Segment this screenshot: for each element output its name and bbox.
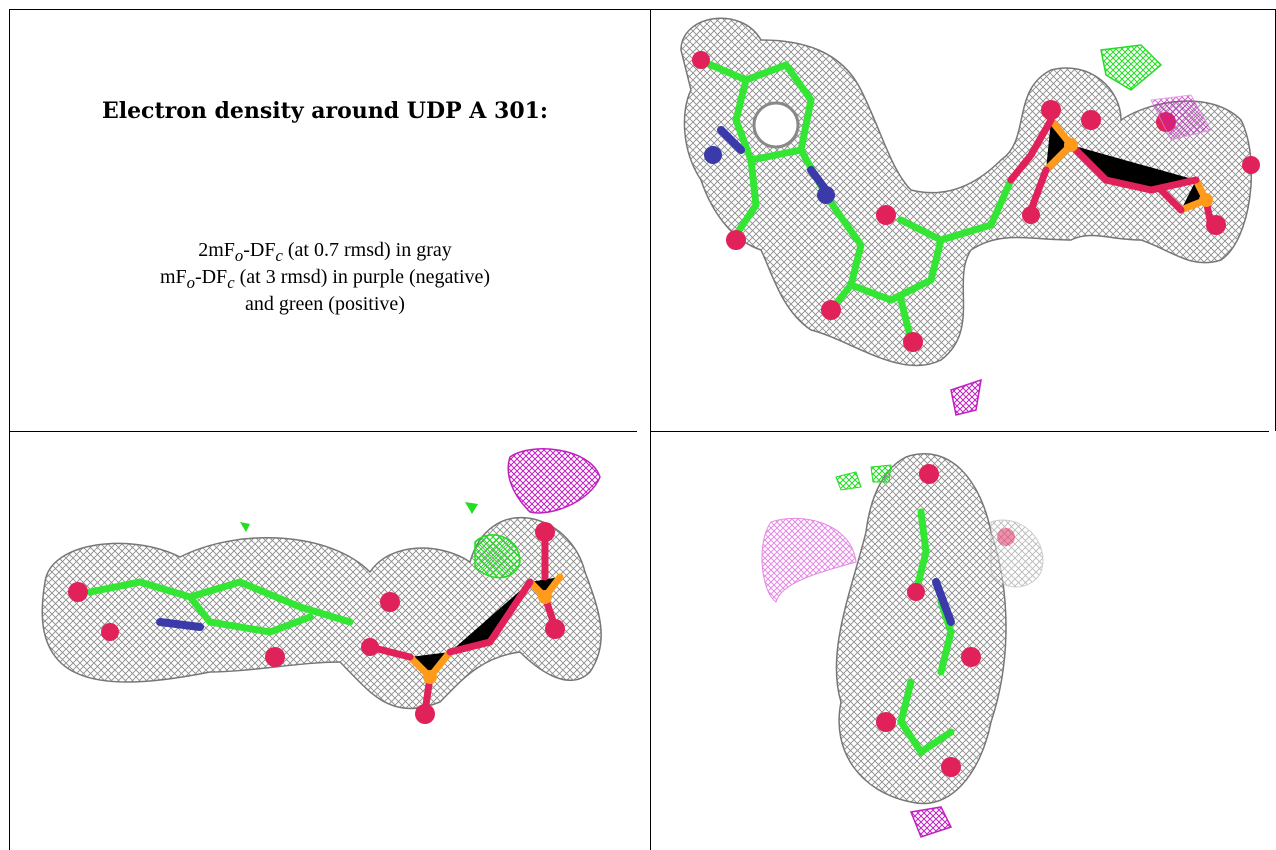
negative-density-faint	[1150, 94, 1212, 141]
density-panel-end-view	[651, 432, 1275, 850]
table-middle-border-left	[9, 431, 637, 432]
table-middle-border-right	[650, 431, 1269, 432]
positive-density-2	[870, 464, 892, 483]
positive-density	[835, 471, 862, 491]
density-panel-top-view	[651, 10, 1275, 431]
gray-mesh-back	[990, 519, 1044, 588]
positive-density	[1100, 44, 1163, 91]
negative-density-faint	[761, 517, 857, 603]
atoms	[692, 51, 1260, 352]
positive-density	[474, 534, 521, 579]
positive-density-small	[465, 502, 478, 514]
gray-mesh	[680, 17, 1253, 367]
carbon-bonds	[86, 578, 354, 636]
ring-hole	[752, 101, 800, 149]
caption-title: Electron density around UDP A 301:	[101, 98, 549, 124]
table-top-border	[9, 9, 1275, 10]
negative-density	[950, 378, 982, 416]
density-render-end-view	[761, 453, 1044, 838]
table-center-border	[650, 9, 651, 850]
table-left-border	[9, 9, 10, 850]
caption-line-green: and green (positive)	[245, 293, 405, 315]
atoms	[68, 522, 565, 724]
caption-cell: Electron density around UDP A 301: 2mFo-…	[10, 10, 640, 430]
density-panel-side-view	[10, 432, 637, 850]
positive-density-small-2	[240, 522, 250, 532]
negative-density	[909, 806, 953, 838]
atoms	[876, 464, 1015, 777]
density-render-side-view	[41, 448, 602, 724]
density-render-top-view	[680, 17, 1260, 416]
caption-line-purple: mFo-DFc (at 3 rmsd) in purple (negative)	[159, 266, 491, 292]
caption-line-gray: 2mFo-DFc (at 0.7 rmsd) in gray	[198, 239, 452, 265]
nitrogen-bonds	[156, 618, 204, 631]
negative-density	[507, 448, 601, 514]
nitrogen-bonds	[932, 578, 955, 626]
